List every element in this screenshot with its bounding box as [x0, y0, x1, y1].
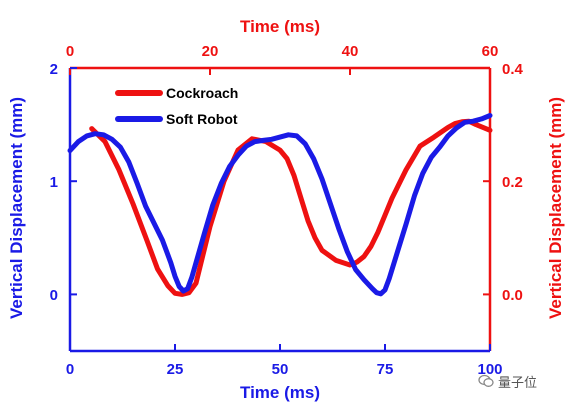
left-tick-label: 1	[50, 174, 58, 191]
left-tick-label: 2	[50, 61, 58, 78]
bottom-tick-label: 75	[377, 361, 394, 378]
right-axis-title: Vertical Displacement (mm)	[546, 97, 565, 319]
top-tick-label: 60	[482, 43, 499, 60]
legend-label-soft-robot: Soft Robot	[166, 111, 238, 127]
top-tick-label: 0	[66, 43, 74, 60]
right-tick-label: 0.4	[502, 61, 524, 78]
top-tick-label: 20	[202, 43, 219, 60]
left-tick-label: 0	[50, 287, 58, 304]
bottom-axis-title: Time (ms)	[240, 383, 320, 402]
legend: Cockroach Soft Robot	[115, 85, 238, 127]
legend-label-cockroach: Cockroach	[166, 85, 238, 101]
left-axis-title: Vertical Displacement (mm)	[7, 97, 26, 319]
top-tick-labels: 0 20 40 60	[66, 43, 499, 60]
bottom-tick-label: 50	[272, 361, 289, 378]
top-axis-title: Time (ms)	[240, 17, 320, 36]
bottom-tick-label: 100	[477, 361, 502, 378]
tick-marks	[69, 67, 491, 351]
data-series	[67, 113, 493, 297]
bottom-tick-labels: 0 25 50 75 100	[66, 361, 503, 378]
bottom-tick-label: 0	[66, 361, 74, 378]
top-tick-label: 40	[342, 43, 359, 60]
right-tick-labels: 0.0 0.2 0.4	[502, 61, 524, 304]
watermark-text: 量子位	[498, 375, 538, 391]
left-tick-labels: 0 1 2	[50, 61, 58, 304]
right-tick-label: 0.2	[502, 174, 523, 191]
series-line-soft-robot	[67, 113, 493, 297]
series-line-cockroach	[89, 118, 493, 297]
right-tick-label: 0.0	[502, 287, 523, 304]
watermark: 量子位	[478, 370, 568, 392]
wechat-bubble-icon	[478, 374, 494, 387]
bottom-tick-label: 25	[167, 361, 184, 378]
